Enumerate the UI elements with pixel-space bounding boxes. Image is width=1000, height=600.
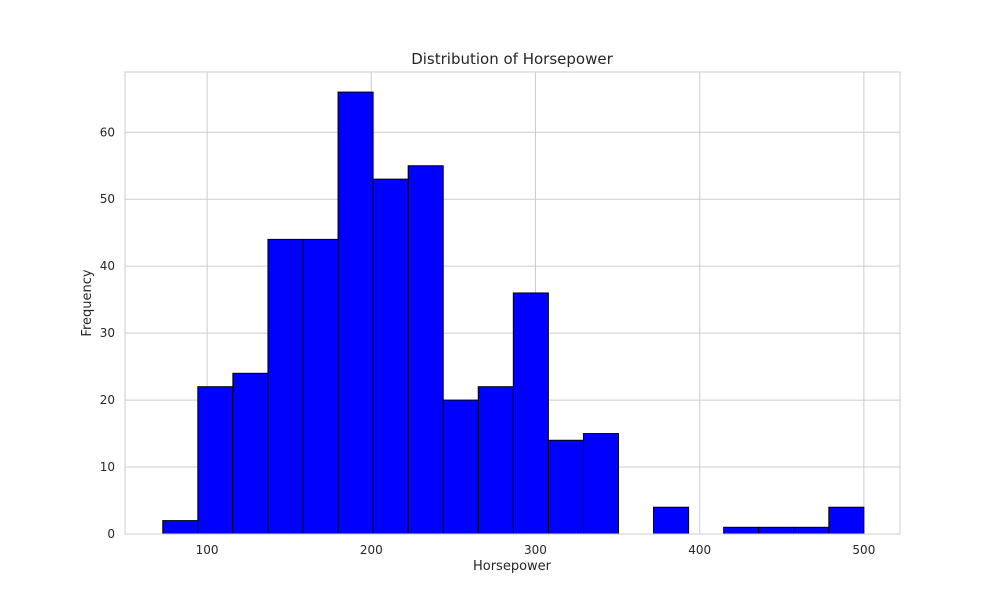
histogram-bar	[302, 238, 339, 535]
y-axis-label: Frequency	[80, 269, 95, 336]
histogram-bar	[793, 526, 830, 535]
plot-frame	[124, 71, 901, 535]
histogram-bar	[232, 372, 269, 535]
histogram-bar	[547, 439, 584, 535]
histogram-bar	[828, 506, 865, 535]
x-tick-label: 100	[196, 543, 219, 557]
histogram-bar	[582, 433, 619, 535]
y-tick-label: 50	[100, 192, 115, 206]
y-tick-label: 10	[100, 460, 115, 474]
histogram-bar	[442, 399, 479, 535]
x-tick-label: 400	[688, 543, 711, 557]
histogram-bar	[723, 526, 760, 535]
x-tick-labels: 100 200 300 400 500	[196, 543, 876, 557]
chart-title: Distribution of Horsepower	[411, 50, 613, 68]
y-tick-label: 60	[100, 125, 115, 139]
histogram-bar	[758, 526, 795, 535]
bars	[162, 91, 865, 535]
y-tick-label: 0	[107, 527, 115, 541]
x-tick-label: 500	[852, 543, 875, 557]
y-tick-label: 40	[100, 259, 115, 273]
histogram-bar	[372, 178, 409, 535]
histogram-bar	[197, 386, 234, 535]
x-axis-label: Horsepower	[473, 559, 552, 574]
histogram-bar	[653, 506, 690, 535]
histogram-bar	[267, 238, 304, 535]
histogram-bar	[477, 386, 514, 535]
histogram-bar	[162, 520, 199, 535]
y-tick-label: 30	[100, 326, 115, 340]
histogram-bar	[407, 165, 444, 535]
x-tick-label: 300	[524, 543, 547, 557]
histogram-bar	[337, 91, 374, 535]
y-tick-labels: 0 10 20 30 40 50 60	[100, 125, 115, 541]
x-tick-label: 200	[360, 543, 383, 557]
histogram-bar	[512, 292, 549, 535]
y-tick-label: 20	[100, 393, 115, 407]
